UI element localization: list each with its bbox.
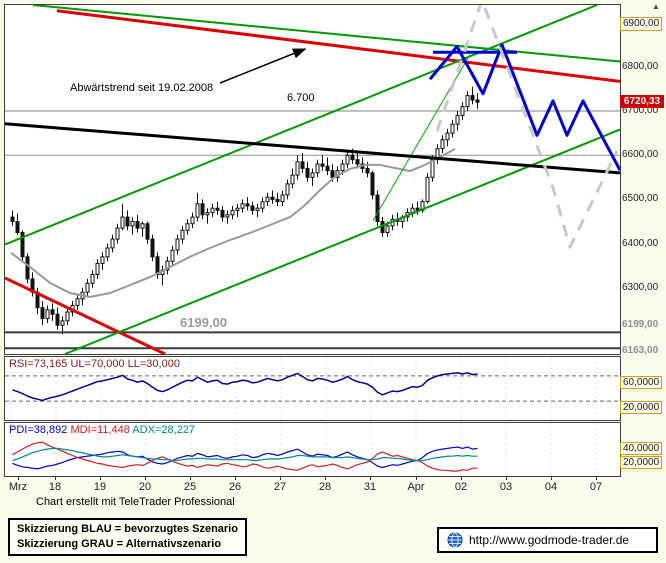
- last-price-badge: 6720,33: [620, 95, 664, 108]
- main-chart-panel[interactable]: [4, 4, 621, 355]
- website-box: http://www.godmode-trader.de: [437, 527, 658, 553]
- support-price-label: 6163,00: [622, 345, 659, 356]
- chart-credit-text: Chart erstellt mit TeleTrader Profession…: [36, 496, 235, 508]
- time-axis-tick: [100, 477, 101, 480]
- website-url[interactable]: http://www.godmode-trader.de: [469, 533, 630, 547]
- pdi-value: PDI=38,892: [9, 424, 68, 436]
- time-axis-label: 20: [138, 481, 152, 493]
- time-axis-tick: [190, 477, 191, 480]
- time-axis-label: 02: [454, 481, 468, 493]
- time-axis-label: 04: [544, 481, 558, 493]
- time-axis-label: Apr: [407, 481, 425, 493]
- time-axis-label: 03: [499, 481, 513, 493]
- time-axis-tick: [325, 477, 326, 480]
- time-axis-label: 25: [183, 481, 197, 493]
- adx-scale-value[interactable]: 40,0000: [620, 442, 663, 455]
- time-axis-label: 07: [589, 481, 603, 493]
- globe-icon: [447, 532, 463, 548]
- adx-indicator-label: PDI=38,892 MDI=11,448 ADX=28,227: [9, 424, 195, 436]
- candlestick-chart[interactable]: [5, 5, 620, 354]
- time-axis-tick: [370, 477, 371, 480]
- time-axis-tick: [506, 477, 507, 480]
- price-axis-label: 6400,00: [622, 238, 659, 249]
- price-axis-label: 6500,00: [622, 193, 659, 204]
- time-axis-label: 28: [318, 481, 332, 493]
- time-axis-label: 18: [48, 481, 62, 493]
- mdi-value: MDI=11,448: [70, 424, 130, 436]
- price-axis-label[interactable]: 6900,00: [620, 17, 663, 31]
- adx-chart[interactable]: [5, 423, 620, 476]
- price-axis-label: 6800,00: [622, 61, 659, 72]
- time-axis-label: 19: [93, 481, 107, 493]
- time-axis-label: 26: [228, 481, 242, 493]
- time-axis-tick: [461, 477, 462, 480]
- price-axis-label: 6300,00: [622, 282, 659, 293]
- rsi-chart[interactable]: [5, 357, 620, 420]
- scroll-up-icon[interactable]: ▲: [652, 2, 660, 11]
- rsi-panel[interactable]: [4, 356, 621, 421]
- time-axis-tick: [55, 477, 56, 480]
- support-price-label: 6199,00: [622, 319, 659, 330]
- price-axis: 6900,00 6800,00 6700,00 6600,00 6500,00 6400,…: [620, 5, 666, 557]
- time-axis-tick: [416, 477, 417, 480]
- scenario-legend-box: Skizzierung BLAU = bevorzugtes Szenario …: [8, 518, 247, 556]
- rsi-scale-value[interactable]: 20,0000: [620, 401, 663, 414]
- time-axis-tick: [235, 477, 236, 480]
- legend-line-blue: Skizzierung BLAU = bevorzugtes Szenario: [17, 523, 238, 535]
- rsi-scale-value[interactable]: 60,0000: [620, 376, 663, 389]
- time-axis-tick: [18, 477, 19, 480]
- rsi-indicator-label: RSI=73,165 UL=70,000 LL=30,000: [9, 358, 180, 370]
- downtrend-annotation: Abwärtstrend seit 19.02.2008: [70, 82, 214, 94]
- price-axis-label: 6600,00: [622, 149, 659, 160]
- level-6700-label: 6.700: [287, 92, 315, 104]
- support-6199-label: 6199,00: [180, 315, 227, 330]
- adx-scale-value[interactable]: 20,0000: [620, 456, 663, 469]
- time-axis-tick: [145, 477, 146, 480]
- legend-line-gray: Skizzierung GRAU = Alternativszenario: [17, 538, 222, 550]
- time-axis-label: 27: [273, 481, 287, 493]
- time-axis-tick: [280, 477, 281, 480]
- price-axis-label: 6700,00: [622, 105, 659, 116]
- time-axis-tick: [551, 477, 552, 480]
- adx-value: ADX=28,227: [132, 424, 196, 436]
- time-axis-tick: [596, 477, 597, 480]
- time-axis-label: Mrz: [8, 481, 28, 493]
- time-axis-label: 31: [363, 481, 377, 493]
